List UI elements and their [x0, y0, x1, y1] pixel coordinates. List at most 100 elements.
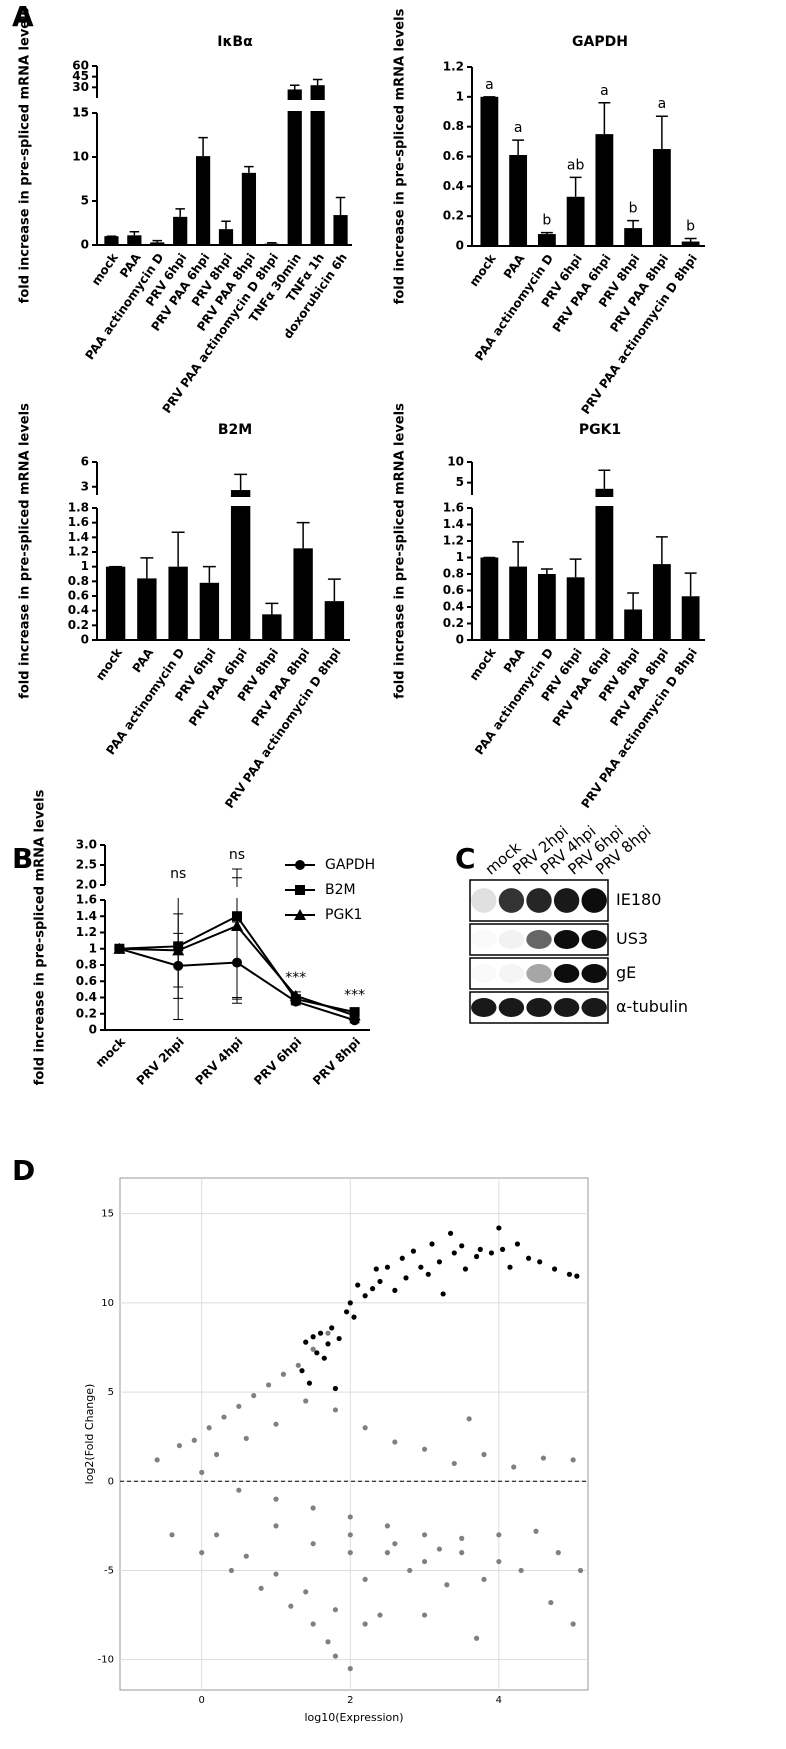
point	[525, 1255, 532, 1261]
error-bar	[627, 592, 640, 610]
x-tick-label: PRV 4hpi	[192, 1035, 245, 1088]
bar	[537, 574, 556, 640]
y-tick-label: 15	[101, 1209, 114, 1220]
legend-label: B2M	[325, 882, 356, 898]
row-label: US3	[616, 929, 648, 948]
y-tick-label: 0.6	[443, 583, 464, 597]
point	[570, 1621, 576, 1627]
error-bar	[684, 237, 697, 242]
point	[373, 1266, 379, 1272]
point	[384, 1523, 391, 1529]
point	[265, 1382, 272, 1388]
annotation: b	[542, 213, 551, 229]
point	[221, 1414, 227, 1420]
y-tick-label: 1.2	[443, 534, 464, 548]
y-tick-label: 10	[101, 1298, 114, 1309]
y-tick-label: 1	[456, 550, 464, 564]
bar	[310, 85, 325, 245]
marker	[294, 909, 306, 920]
point	[355, 1282, 361, 1288]
point	[570, 1457, 576, 1463]
point	[288, 1603, 294, 1609]
point	[555, 1550, 561, 1556]
point	[496, 1558, 502, 1565]
point	[236, 1487, 242, 1493]
point	[548, 1599, 554, 1606]
y-tick-label: 1.4	[443, 517, 464, 531]
point	[236, 1403, 242, 1409]
point	[191, 1437, 197, 1443]
band	[526, 929, 552, 950]
point	[384, 1550, 391, 1556]
bar	[195, 156, 211, 245]
y-tick-label: 0	[108, 1476, 114, 1487]
bar	[324, 601, 345, 640]
x-tick-label: PAA	[130, 645, 157, 675]
point	[577, 1567, 584, 1574]
bar	[127, 235, 142, 245]
error-bar	[540, 568, 553, 574]
chart-title: PGK1	[579, 422, 621, 438]
point	[533, 1528, 539, 1534]
legend-label: PGK1	[325, 907, 362, 923]
error-bar	[221, 220, 231, 230]
y-tick-label: 0.4	[443, 179, 464, 193]
point	[377, 1278, 383, 1285]
band	[581, 963, 607, 984]
bar	[566, 196, 585, 246]
row-label: α-tubulin	[616, 997, 688, 1016]
error-bar	[512, 139, 525, 156]
y-tick-label: 1.6	[443, 501, 464, 515]
bar	[104, 236, 119, 245]
point	[332, 1607, 339, 1613]
point	[299, 1368, 305, 1374]
point	[213, 1451, 220, 1458]
point	[473, 1635, 480, 1641]
bar	[168, 566, 188, 640]
y-axis-title: log2(Fold Change)	[83, 1384, 96, 1485]
point	[273, 1523, 279, 1529]
band	[498, 997, 525, 1018]
annotation: a	[658, 96, 667, 112]
band	[498, 929, 525, 950]
error-bar	[540, 231, 553, 235]
point	[310, 1621, 316, 1627]
y-tick-label: 0	[456, 633, 464, 647]
point	[273, 1571, 279, 1577]
bar	[241, 172, 257, 245]
point	[306, 1380, 313, 1386]
band	[471, 964, 496, 983]
point	[310, 1334, 316, 1340]
annotation: b	[629, 201, 638, 217]
annotation: ns	[170, 866, 186, 882]
point	[429, 1241, 435, 1247]
y-tick-label: 0.4	[76, 990, 97, 1004]
y-tick-label: 45	[72, 69, 89, 83]
bar	[480, 557, 499, 640]
bar	[681, 241, 700, 246]
bar	[624, 609, 643, 640]
row-label: IE180	[616, 890, 661, 909]
band	[498, 888, 525, 913]
point	[566, 1271, 573, 1277]
point	[154, 1457, 160, 1463]
band	[526, 888, 552, 913]
marker	[172, 944, 185, 956]
y-tick-label: 0	[81, 238, 89, 252]
y-tick-label: 1.4	[68, 530, 89, 544]
point	[332, 1407, 339, 1413]
y-tick-label: 1.2	[76, 925, 97, 939]
point	[228, 1567, 235, 1574]
y-tick-label: 60	[72, 59, 89, 73]
y-tick-label: 10	[72, 150, 89, 164]
error-bar	[569, 558, 582, 578]
annotation: a	[485, 77, 494, 93]
annotation: b	[686, 219, 695, 235]
bar	[509, 566, 528, 640]
annotation: a	[600, 83, 609, 99]
point	[537, 1259, 543, 1265]
panel-label: C	[455, 842, 476, 875]
point	[176, 1442, 183, 1449]
point	[332, 1653, 339, 1659]
